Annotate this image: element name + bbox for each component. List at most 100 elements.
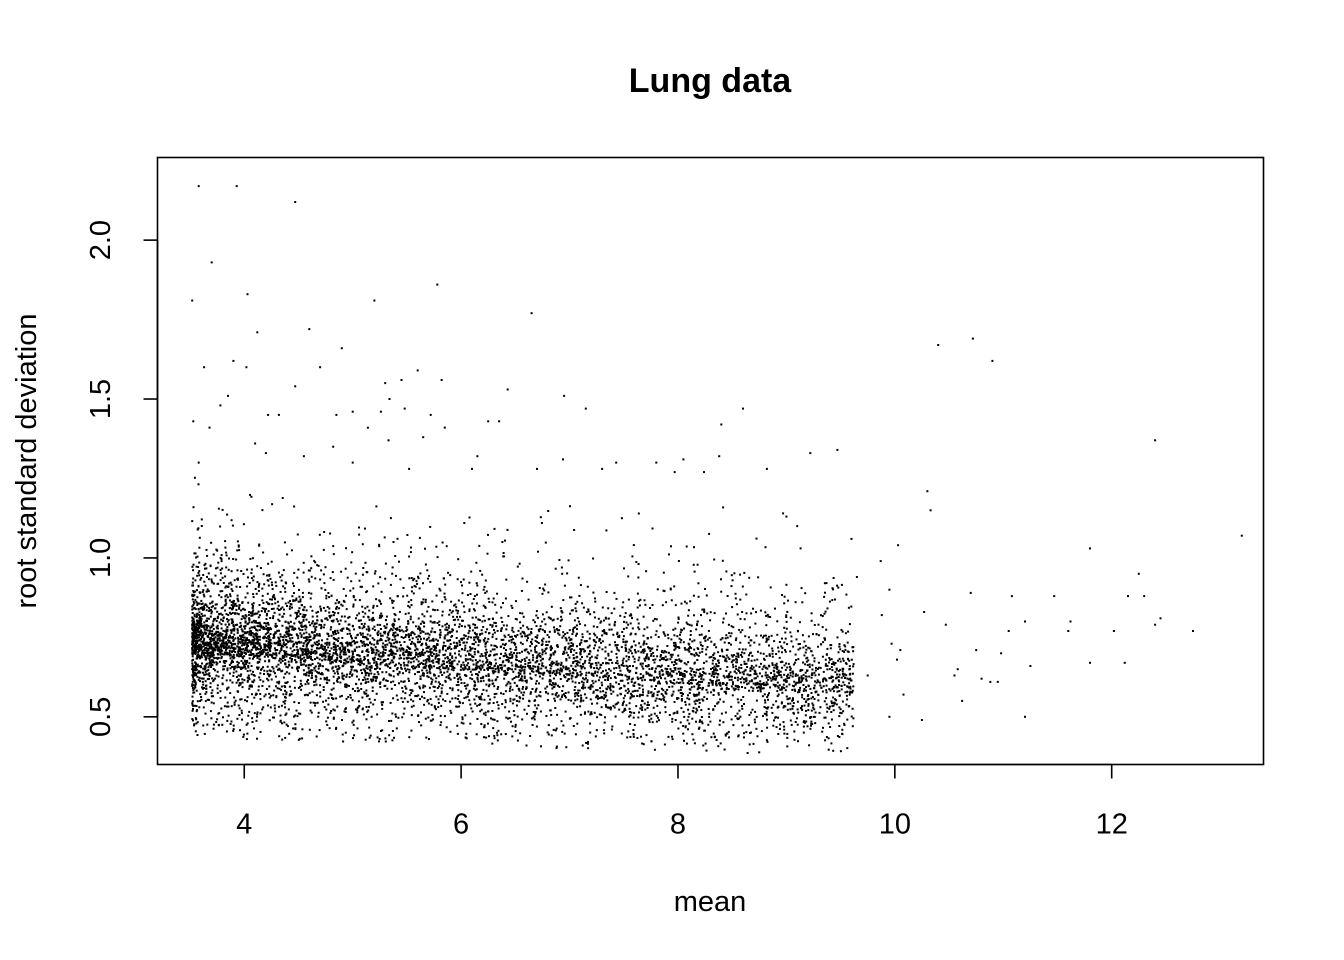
- data-point: [749, 651, 752, 654]
- data-point: [289, 690, 292, 693]
- data-point: [270, 608, 273, 610]
- data-point: [256, 633, 259, 636]
- data-point: [191, 700, 194, 703]
- data-point: [764, 683, 767, 686]
- data-point: [391, 601, 394, 604]
- data-point: [684, 648, 687, 651]
- data-point: [485, 656, 488, 659]
- data-point: [476, 678, 479, 681]
- data-point: [531, 688, 534, 690]
- data-point: [440, 721, 443, 724]
- data-point: [346, 644, 349, 647]
- data-point: [812, 633, 814, 636]
- data-point: [556, 629, 559, 632]
- data-point: [333, 709, 336, 712]
- data-point: [819, 684, 822, 687]
- data-point: [645, 642, 648, 645]
- data-point: [200, 696, 203, 698]
- data-point: [779, 688, 782, 691]
- data-point: [702, 667, 705, 670]
- data-point: [736, 661, 739, 664]
- data-point: [273, 704, 276, 707]
- data-point: [286, 633, 289, 635]
- data-point: [217, 507, 220, 510]
- data-point: [547, 510, 550, 512]
- data-point: [767, 678, 770, 681]
- data-point: [391, 712, 394, 715]
- data-point: [466, 650, 469, 653]
- data-point: [324, 566, 327, 569]
- data-point: [258, 661, 261, 664]
- data-point: [569, 648, 572, 651]
- data-point: [674, 647, 677, 650]
- data-point: [388, 641, 391, 644]
- data-point: [440, 692, 443, 695]
- data-point: [731, 659, 734, 662]
- data-point: [508, 639, 511, 642]
- data-point: [641, 665, 644, 668]
- data-point: [230, 588, 233, 591]
- data-point: [765, 707, 768, 709]
- data-point: [516, 739, 519, 742]
- data-point: [823, 612, 826, 615]
- data-point: [256, 713, 259, 716]
- data-point: [609, 658, 612, 661]
- data-point: [662, 689, 665, 692]
- data-point: [637, 678, 640, 681]
- data-point: [587, 686, 590, 689]
- data-point: [384, 684, 387, 687]
- data-point: [358, 626, 361, 628]
- data-point: [418, 651, 421, 654]
- data-point: [251, 607, 254, 609]
- data-point: [841, 667, 844, 670]
- data-point: [750, 667, 752, 669]
- data-point: [582, 687, 585, 690]
- data-point: [723, 641, 726, 644]
- data-point: [760, 685, 763, 688]
- data-point: [245, 652, 247, 655]
- data-point: [574, 607, 577, 610]
- data-point: [340, 603, 343, 606]
- data-point: [208, 607, 211, 609]
- data-point: [202, 574, 205, 576]
- data-point: [269, 617, 272, 619]
- data-point: [550, 684, 553, 687]
- data-point: [528, 633, 531, 636]
- data-point: [811, 654, 814, 657]
- data-point: [215, 567, 217, 570]
- data-point: [242, 657, 245, 660]
- data-point: [344, 620, 347, 623]
- data-point: [654, 699, 657, 702]
- data-point: [616, 659, 619, 662]
- data-point: [780, 702, 783, 705]
- data-point: [484, 654, 487, 657]
- data-point: [822, 680, 824, 683]
- data-point: [684, 701, 687, 703]
- data-point: [272, 657, 275, 659]
- data-point: [232, 602, 235, 605]
- data-point: [643, 657, 646, 660]
- data-point: [373, 638, 376, 641]
- data-point: [763, 634, 766, 637]
- data-point: [592, 690, 595, 693]
- data-point: [499, 667, 502, 669]
- data-point: [386, 623, 388, 626]
- data-point: [434, 657, 437, 660]
- data-point: [239, 675, 242, 678]
- data-point: [199, 607, 202, 609]
- data-point: [693, 648, 696, 651]
- data-point: [485, 648, 488, 651]
- data-point: [475, 688, 478, 691]
- data-point: [276, 681, 279, 684]
- data-point: [292, 585, 295, 587]
- data-point: [804, 721, 806, 724]
- data-point: [786, 708, 789, 711]
- data-point: [277, 644, 280, 647]
- data-point: [192, 707, 194, 710]
- data-point: [234, 665, 237, 668]
- data-point: [826, 710, 829, 713]
- data-point: [717, 745, 720, 748]
- data-point: [717, 664, 720, 667]
- data-point: [627, 682, 630, 685]
- data-point: [417, 655, 420, 658]
